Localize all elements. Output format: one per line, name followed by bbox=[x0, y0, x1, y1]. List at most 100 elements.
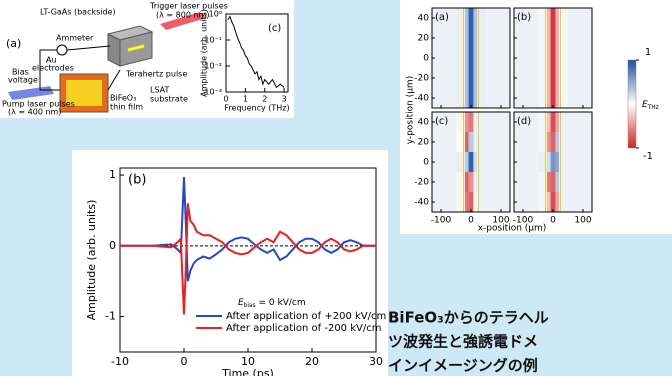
legend-label: After application of +200 kV/cm bbox=[226, 311, 386, 322]
x-tick-label: 2 bbox=[262, 95, 267, 104]
ammeter-icon bbox=[57, 45, 67, 55]
heat-cell bbox=[465, 88, 469, 108]
heat-cell bbox=[473, 8, 477, 28]
heat-cell bbox=[551, 8, 556, 28]
x-tick-label: 0 bbox=[223, 95, 228, 104]
heat-cell bbox=[568, 132, 580, 152]
heat-cell bbox=[526, 132, 538, 152]
heat-cell bbox=[568, 8, 580, 28]
heat-cell bbox=[555, 48, 559, 68]
y-axis-label: Amplitude (arb. units) bbox=[85, 200, 98, 321]
heat-cell bbox=[473, 48, 477, 68]
y-tick-label: -20 bbox=[414, 178, 429, 188]
subscript: bias bbox=[244, 303, 256, 309]
heat-cell bbox=[465, 172, 469, 192]
heat-cell bbox=[469, 68, 474, 88]
y-tick-label: 40 bbox=[418, 14, 430, 24]
heat-cell bbox=[555, 172, 559, 192]
substrate-side bbox=[108, 34, 120, 66]
heat-cell bbox=[486, 88, 498, 108]
x-tick-label: 20 bbox=[305, 355, 319, 368]
label: substrate bbox=[150, 95, 188, 104]
y-tick-label: 0 bbox=[423, 54, 429, 64]
heat-cell bbox=[526, 172, 538, 192]
heat-cell bbox=[555, 152, 559, 172]
heat-cell bbox=[526, 192, 538, 212]
heat-cell bbox=[469, 28, 474, 48]
colorbar-tick-label: 1 bbox=[645, 47, 651, 58]
heat-cell bbox=[555, 68, 559, 88]
heat-cell bbox=[444, 68, 456, 88]
heat-cell bbox=[547, 152, 551, 172]
heat-cell bbox=[568, 172, 580, 192]
heat-cell bbox=[486, 28, 498, 48]
heat-cell bbox=[580, 68, 592, 88]
y-tick-label: 0 bbox=[423, 158, 429, 168]
heat-cell bbox=[547, 192, 551, 212]
heat-cell bbox=[580, 172, 592, 192]
heat-cell bbox=[547, 68, 551, 88]
heat-cell bbox=[547, 112, 551, 132]
figure: (a) LT-GaAs (backside) Trigger laser pul… bbox=[0, 0, 672, 376]
subscript: THz bbox=[647, 105, 659, 111]
y-tick-label: -40 bbox=[414, 198, 429, 208]
heat-cell bbox=[444, 132, 456, 152]
x-tick-label: 10 bbox=[241, 355, 255, 368]
caption-line: BiFeO₃からのテラヘル bbox=[388, 309, 549, 327]
heat-cell bbox=[486, 48, 498, 68]
y-tick-label: -20 bbox=[414, 74, 429, 84]
heat-cell bbox=[486, 132, 498, 152]
y-axis-label: y-position (μm) bbox=[406, 76, 416, 144]
heat-cell bbox=[498, 132, 510, 152]
label: Terahertz pulse bbox=[125, 70, 187, 79]
x-axis-label: Frequency (THz) bbox=[224, 104, 289, 113]
heat-cell bbox=[547, 8, 551, 28]
y-tick-label: 20 bbox=[418, 34, 430, 44]
heat-cell bbox=[498, 152, 510, 172]
heat-cell bbox=[547, 172, 551, 192]
heat-cell bbox=[473, 112, 477, 132]
heat-cell bbox=[444, 28, 456, 48]
heat-cell bbox=[473, 192, 477, 212]
heat-cell bbox=[444, 48, 456, 68]
heat-cell bbox=[498, 172, 510, 192]
heat-cell bbox=[465, 112, 469, 132]
heat-cell bbox=[444, 192, 456, 212]
heat-cell bbox=[473, 28, 477, 48]
heat-cell bbox=[568, 68, 580, 88]
x-tick-label: 30 bbox=[369, 355, 383, 368]
heat-cell bbox=[551, 28, 556, 48]
y-tick-label: 1 bbox=[109, 168, 116, 181]
heat-cell bbox=[551, 112, 556, 132]
panel-label: (b) bbox=[517, 12, 531, 23]
heat-cell bbox=[498, 192, 510, 212]
heat-cell bbox=[465, 48, 469, 68]
heat-cell bbox=[547, 28, 551, 48]
heat-cell bbox=[473, 152, 477, 172]
legend-label: After application of -200 kV/cm bbox=[226, 323, 381, 334]
heat-cell bbox=[568, 28, 580, 48]
label: (λ = 400 nm) bbox=[8, 108, 61, 117]
x-tick-label: 1 bbox=[243, 95, 248, 104]
heat-cell bbox=[473, 88, 477, 108]
heat-cell bbox=[551, 132, 556, 152]
panel-label: (d) bbox=[517, 116, 531, 127]
heat-cell bbox=[486, 68, 498, 88]
x-tick-label: -100 bbox=[431, 216, 452, 226]
heat-cell bbox=[469, 152, 474, 172]
y-axis-label: Amplitude (arb. units) bbox=[200, 9, 209, 97]
heat-cell bbox=[526, 68, 538, 88]
heat-cell bbox=[526, 88, 538, 108]
heat-cell bbox=[555, 132, 559, 152]
label: voltage bbox=[8, 76, 38, 85]
heat-cell bbox=[486, 192, 498, 212]
heat-cell bbox=[551, 152, 556, 172]
heat-cell bbox=[469, 112, 474, 132]
heat-cell bbox=[498, 28, 510, 48]
y-tick-label: 0 bbox=[109, 239, 116, 252]
y-tick-label: 40 bbox=[418, 118, 430, 128]
heat-cell bbox=[580, 28, 592, 48]
heat-cell bbox=[486, 112, 498, 132]
y-tick-label: 20 bbox=[418, 138, 430, 148]
heat-cell bbox=[551, 48, 556, 68]
